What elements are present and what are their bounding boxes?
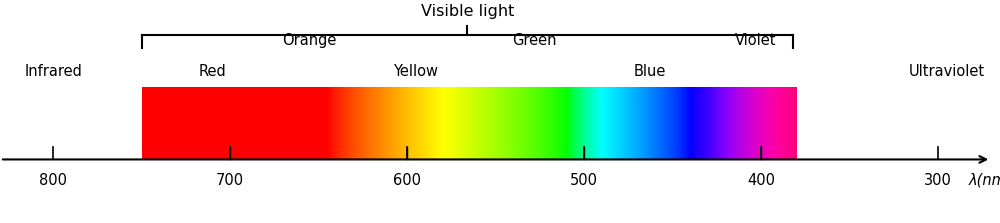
- Text: Violet: Violet: [735, 33, 777, 48]
- Text: 800: 800: [39, 173, 67, 188]
- Text: Green: Green: [512, 33, 557, 48]
- Text: Visible light: Visible light: [421, 4, 514, 19]
- Text: Blue: Blue: [633, 64, 666, 79]
- Text: 700: 700: [216, 173, 244, 188]
- Text: 400: 400: [747, 173, 775, 188]
- Text: λ(nm): λ(nm): [968, 173, 1000, 188]
- Text: 300: 300: [924, 173, 952, 188]
- Text: Infrared: Infrared: [24, 64, 82, 79]
- Text: Ultraviolet: Ultraviolet: [909, 64, 985, 79]
- Text: Orange: Orange: [283, 33, 337, 48]
- Text: 500: 500: [570, 173, 598, 188]
- Text: 600: 600: [393, 173, 421, 188]
- Text: Red: Red: [199, 64, 226, 79]
- Text: Yellow: Yellow: [393, 64, 438, 79]
